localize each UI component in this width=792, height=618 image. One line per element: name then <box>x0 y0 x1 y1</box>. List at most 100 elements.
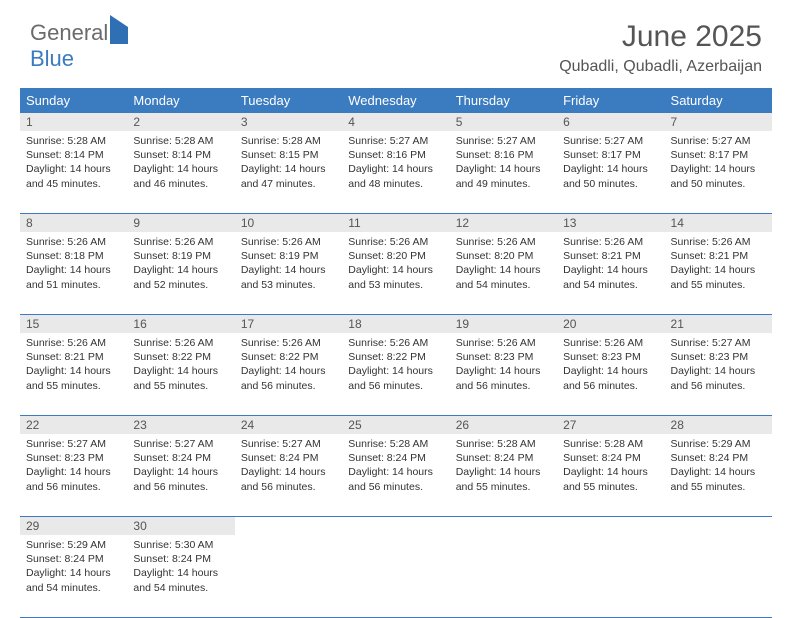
day-number <box>450 517 557 535</box>
logo: General Blue <box>30 20 128 72</box>
cell-line: Sunrise: 5:26 AM <box>26 336 121 350</box>
cell-line: and 56 minutes. <box>456 379 551 393</box>
day-number: 8 <box>20 214 127 232</box>
cell-line: Sunrise: 5:28 AM <box>456 437 551 451</box>
logo-part1: General <box>30 20 108 45</box>
cell-line: and 55 minutes. <box>671 480 766 494</box>
cell-line: Sunset: 8:21 PM <box>26 350 121 364</box>
calendar-cell: Sunrise: 5:27 AMSunset: 8:24 PMDaylight:… <box>127 434 234 516</box>
cell-line: Sunset: 8:20 PM <box>348 249 443 263</box>
cell-line: Daylight: 14 hours <box>671 364 766 378</box>
day-number: 10 <box>235 214 342 232</box>
cell-line: and 49 minutes. <box>456 177 551 191</box>
calendar-body: 1234567Sunrise: 5:28 AMSunset: 8:14 PMDa… <box>20 113 772 618</box>
calendar-row: Sunrise: 5:26 AMSunset: 8:21 PMDaylight:… <box>20 333 772 416</box>
calendar-cell: Sunrise: 5:27 AMSunset: 8:24 PMDaylight:… <box>235 434 342 516</box>
cell-line: Daylight: 14 hours <box>456 162 551 176</box>
calendar-cell: Sunrise: 5:26 AMSunset: 8:22 PMDaylight:… <box>127 333 234 415</box>
day-number <box>342 517 449 535</box>
cell-line: Sunrise: 5:27 AM <box>671 134 766 148</box>
calendar-cell <box>450 535 557 617</box>
calendar-cell <box>235 535 342 617</box>
calendar-header-row: SundayMondayTuesdayWednesdayThursdayFrid… <box>20 88 772 113</box>
cell-line: Daylight: 14 hours <box>563 263 658 277</box>
cell-line: Sunrise: 5:27 AM <box>563 134 658 148</box>
cell-line: and 56 minutes. <box>241 480 336 494</box>
cell-line: and 55 minutes. <box>26 379 121 393</box>
cell-line: Daylight: 14 hours <box>26 465 121 479</box>
month-title: June 2025 <box>559 20 762 54</box>
cell-line: and 56 minutes. <box>241 379 336 393</box>
day-number: 23 <box>127 416 234 434</box>
day-number: 24 <box>235 416 342 434</box>
cell-line: Sunrise: 5:26 AM <box>563 235 658 249</box>
logo-part2: Blue <box>30 46 74 71</box>
cell-line: and 54 minutes. <box>26 581 121 595</box>
calendar-cell: Sunrise: 5:26 AMSunset: 8:22 PMDaylight:… <box>342 333 449 415</box>
cell-line: Daylight: 14 hours <box>348 364 443 378</box>
day-number: 19 <box>450 315 557 333</box>
cell-line: Sunset: 8:17 PM <box>563 148 658 162</box>
cell-line: Sunset: 8:22 PM <box>241 350 336 364</box>
cell-line: Sunset: 8:18 PM <box>26 249 121 263</box>
day-header: Wednesday <box>342 88 449 113</box>
cell-line: and 47 minutes. <box>241 177 336 191</box>
cell-line: Sunrise: 5:27 AM <box>671 336 766 350</box>
cell-line: Daylight: 14 hours <box>133 364 228 378</box>
cell-line: and 48 minutes. <box>348 177 443 191</box>
logo-triangle-icon <box>110 15 128 44</box>
cell-line: Daylight: 14 hours <box>671 465 766 479</box>
cell-line: Sunrise: 5:28 AM <box>348 437 443 451</box>
cell-line: Sunset: 8:16 PM <box>348 148 443 162</box>
cell-line: Sunrise: 5:29 AM <box>26 538 121 552</box>
calendar-cell: Sunrise: 5:29 AMSunset: 8:24 PMDaylight:… <box>665 434 772 516</box>
cell-line: Sunrise: 5:30 AM <box>133 538 228 552</box>
cell-line: Sunrise: 5:27 AM <box>348 134 443 148</box>
cell-line: Sunset: 8:23 PM <box>563 350 658 364</box>
cell-line: and 56 minutes. <box>563 379 658 393</box>
logo-text: General Blue <box>30 20 128 72</box>
cell-line: Sunrise: 5:26 AM <box>456 235 551 249</box>
cell-line: Daylight: 14 hours <box>241 364 336 378</box>
cell-line: and 51 minutes. <box>26 278 121 292</box>
cell-line: Sunrise: 5:28 AM <box>241 134 336 148</box>
cell-line: Sunset: 8:24 PM <box>26 552 121 566</box>
day-number: 6 <box>557 113 664 131</box>
calendar-cell: Sunrise: 5:26 AMSunset: 8:21 PMDaylight:… <box>557 232 664 314</box>
calendar-cell: Sunrise: 5:28 AMSunset: 8:14 PMDaylight:… <box>20 131 127 213</box>
cell-line: and 54 minutes. <box>133 581 228 595</box>
calendar-cell: Sunrise: 5:28 AMSunset: 8:24 PMDaylight:… <box>557 434 664 516</box>
cell-line: Daylight: 14 hours <box>671 263 766 277</box>
day-header: Friday <box>557 88 664 113</box>
cell-line: Sunset: 8:24 PM <box>563 451 658 465</box>
cell-line: Sunrise: 5:26 AM <box>26 235 121 249</box>
day-header: Saturday <box>665 88 772 113</box>
cell-line: and 54 minutes. <box>563 278 658 292</box>
cell-line: and 54 minutes. <box>456 278 551 292</box>
cell-line: Sunrise: 5:26 AM <box>671 235 766 249</box>
calendar-cell: Sunrise: 5:27 AMSunset: 8:23 PMDaylight:… <box>665 333 772 415</box>
cell-line: Daylight: 14 hours <box>241 465 336 479</box>
day-number: 3 <box>235 113 342 131</box>
day-header: Monday <box>127 88 234 113</box>
calendar-cell: Sunrise: 5:27 AMSunset: 8:17 PMDaylight:… <box>557 131 664 213</box>
cell-line: Daylight: 14 hours <box>456 263 551 277</box>
cell-line: and 50 minutes. <box>671 177 766 191</box>
cell-line: Sunset: 8:23 PM <box>456 350 551 364</box>
cell-line: Sunset: 8:14 PM <box>26 148 121 162</box>
cell-line: Sunset: 8:15 PM <box>241 148 336 162</box>
calendar-cell: Sunrise: 5:26 AMSunset: 8:21 PMDaylight:… <box>665 232 772 314</box>
cell-line: Sunrise: 5:26 AM <box>133 235 228 249</box>
calendar-cell <box>342 535 449 617</box>
cell-line: and 50 minutes. <box>563 177 658 191</box>
cell-line: Sunset: 8:21 PM <box>671 249 766 263</box>
cell-line: Daylight: 14 hours <box>133 566 228 580</box>
day-number: 9 <box>127 214 234 232</box>
cell-line: Sunrise: 5:26 AM <box>456 336 551 350</box>
cell-line: Sunset: 8:17 PM <box>671 148 766 162</box>
calendar-cell: Sunrise: 5:28 AMSunset: 8:24 PMDaylight:… <box>342 434 449 516</box>
cell-line: Sunset: 8:22 PM <box>133 350 228 364</box>
cell-line: and 55 minutes. <box>456 480 551 494</box>
cell-line: Daylight: 14 hours <box>348 162 443 176</box>
cell-line: Daylight: 14 hours <box>456 364 551 378</box>
